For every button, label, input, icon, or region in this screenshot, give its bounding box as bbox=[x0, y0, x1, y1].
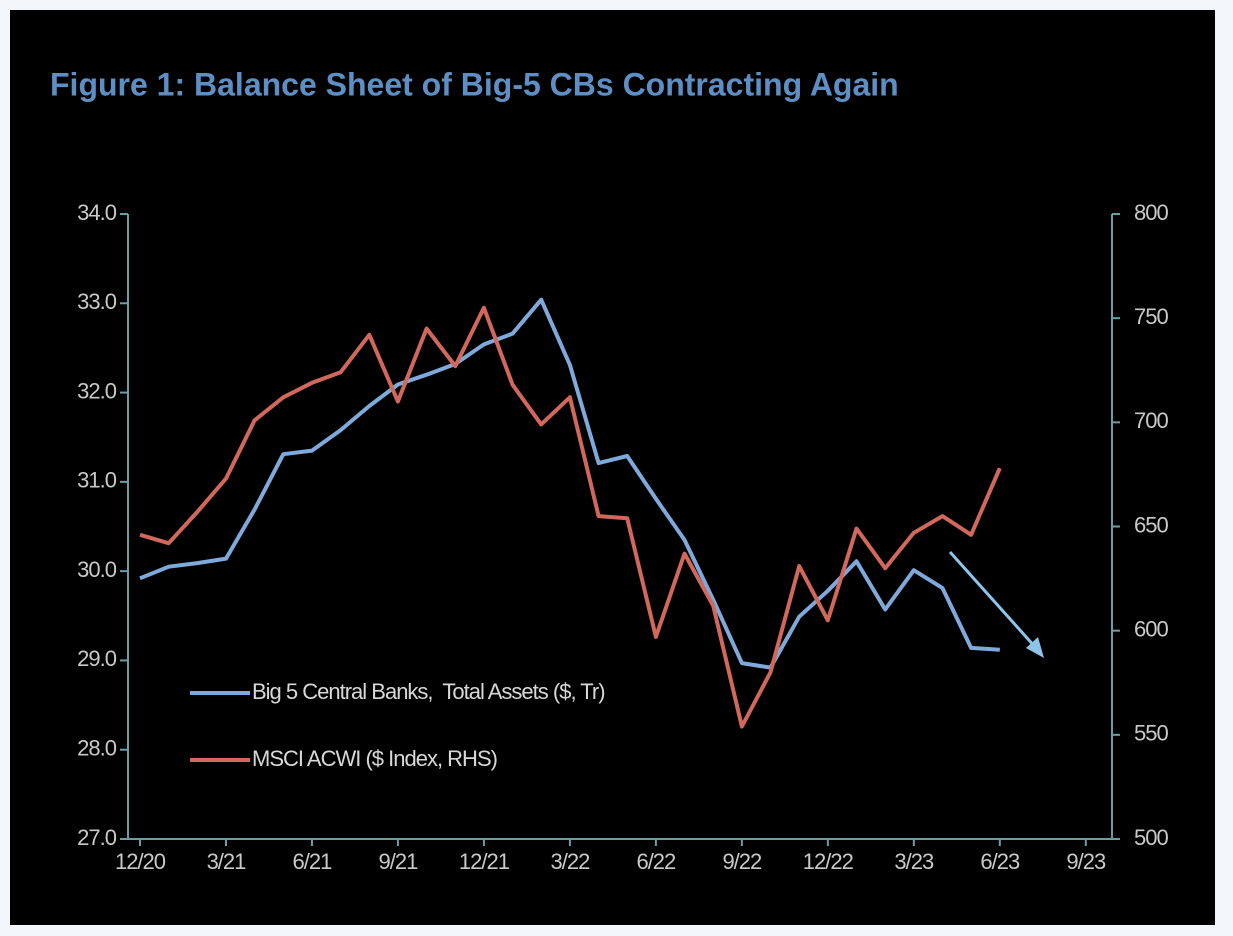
x-tick-label: 9/21 bbox=[379, 849, 419, 874]
y2-tick-label: 800 bbox=[1134, 200, 1168, 225]
trend-arrow bbox=[948, 550, 1038, 650]
x-tick-label: 12/21 bbox=[459, 849, 510, 874]
y2-tick-label: 700 bbox=[1134, 408, 1168, 433]
x-tick-label: 12/20 bbox=[115, 849, 166, 874]
trend-arrow-head bbox=[1026, 637, 1044, 658]
legend-label: Big 5 Central Banks, Total Assets ($, Tr… bbox=[252, 679, 605, 704]
y-tick-label: 30.0 bbox=[77, 557, 117, 582]
x-tick-label: 9/22 bbox=[722, 849, 762, 874]
y-tick-label: 27.0 bbox=[77, 825, 117, 850]
x-tick-label: 9/23 bbox=[1066, 849, 1106, 874]
x-tick-label: 3/22 bbox=[550, 849, 590, 874]
y2-tick-label: 500 bbox=[1134, 825, 1168, 850]
x-tick-label: 12/22 bbox=[803, 849, 854, 874]
y-tick-label: 33.0 bbox=[77, 289, 117, 314]
x-tick-label: 3/23 bbox=[894, 849, 934, 874]
y-tick-label: 32.0 bbox=[77, 378, 117, 403]
y-tick-label: 31.0 bbox=[77, 468, 117, 493]
y-tick-label: 28.0 bbox=[77, 736, 117, 761]
series-line bbox=[139, 305, 1002, 729]
series-line bbox=[139, 297, 1000, 670]
y2-tick-label: 650 bbox=[1134, 512, 1168, 537]
x-tick-label: 6/21 bbox=[293, 849, 333, 874]
y2-tick-label: 750 bbox=[1134, 304, 1168, 329]
y-tick-label: 29.0 bbox=[77, 646, 117, 671]
x-tick-label: 6/22 bbox=[636, 849, 676, 874]
legend-label: MSCI ACWI ($ Index, RHS) bbox=[252, 746, 497, 771]
x-tick-label: 6/23 bbox=[980, 849, 1020, 874]
y-tick-label: 34.0 bbox=[77, 200, 117, 225]
chart-background bbox=[10, 10, 1215, 925]
chart-title: Figure 1: Balance Sheet of Big-5 CBs Con… bbox=[50, 66, 899, 102]
y2-tick-label: 550 bbox=[1134, 721, 1168, 746]
x-tick-label: 3/21 bbox=[207, 849, 247, 874]
y2-tick-label: 600 bbox=[1134, 616, 1168, 641]
